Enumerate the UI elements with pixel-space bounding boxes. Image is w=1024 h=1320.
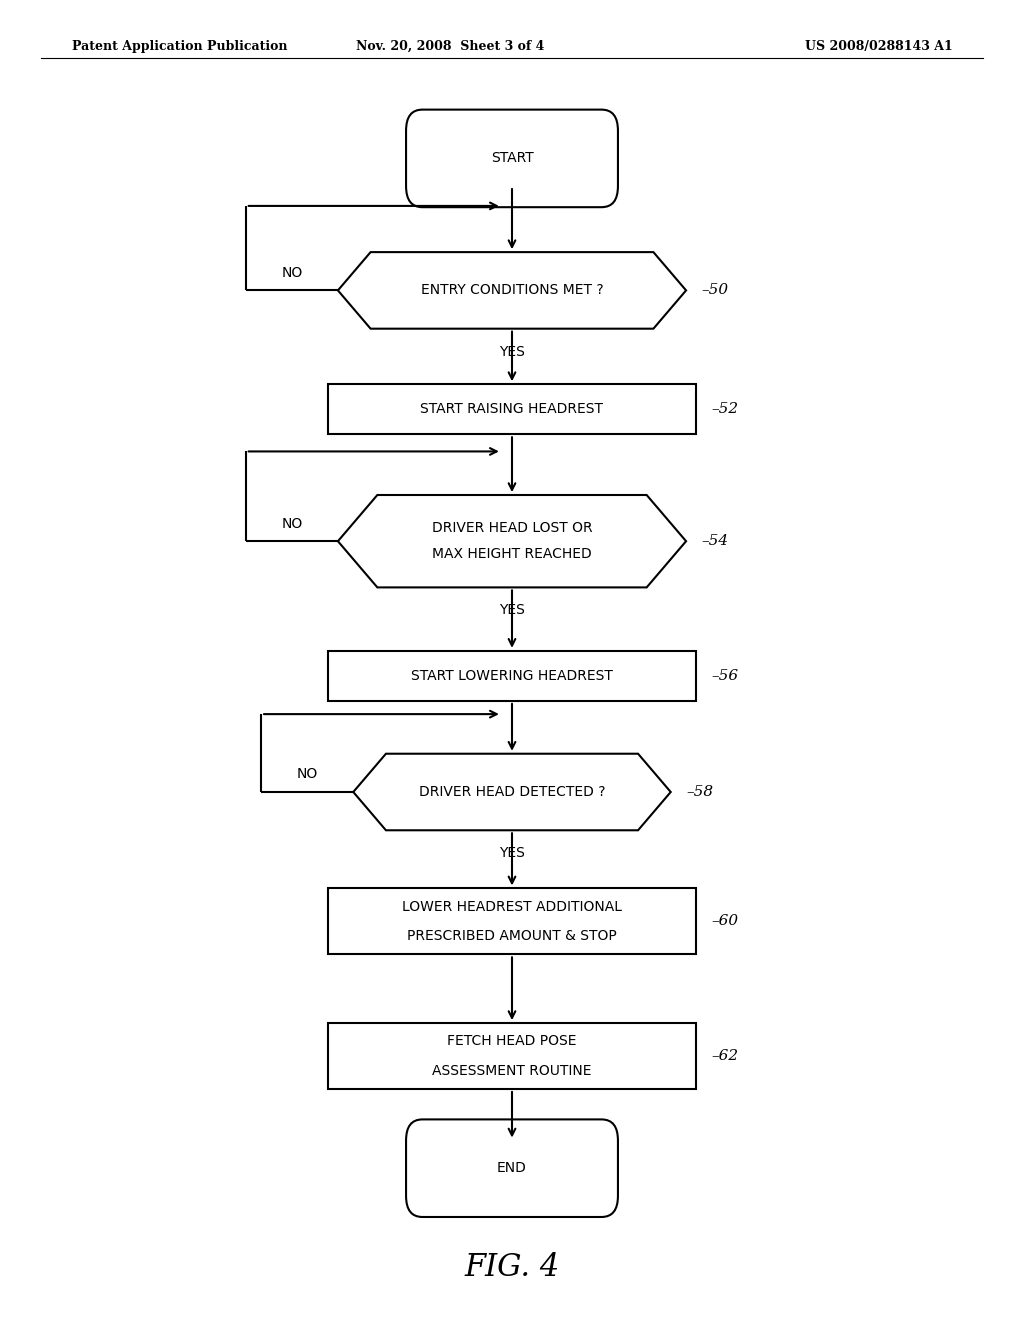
Text: NO: NO xyxy=(282,516,302,531)
Bar xyxy=(328,1023,696,1089)
Text: END: END xyxy=(497,1162,527,1175)
Text: –60: –60 xyxy=(712,915,738,928)
Text: FETCH HEAD POSE: FETCH HEAD POSE xyxy=(447,1035,577,1048)
Polygon shape xyxy=(353,754,671,830)
Text: FIG. 4: FIG. 4 xyxy=(464,1251,560,1283)
Text: –56: –56 xyxy=(712,669,738,682)
Text: DRIVER HEAD LOST OR: DRIVER HEAD LOST OR xyxy=(432,521,592,536)
Polygon shape xyxy=(338,252,686,329)
Text: –62: –62 xyxy=(712,1049,738,1063)
Text: –54: –54 xyxy=(701,535,728,548)
Text: START: START xyxy=(490,152,534,165)
Text: US 2008/0288143 A1: US 2008/0288143 A1 xyxy=(805,40,952,53)
Text: MAX HEIGHT REACHED: MAX HEIGHT REACHED xyxy=(432,546,592,561)
Text: LOWER HEADREST ADDITIONAL: LOWER HEADREST ADDITIONAL xyxy=(402,900,622,913)
Text: Nov. 20, 2008  Sheet 3 of 4: Nov. 20, 2008 Sheet 3 of 4 xyxy=(356,40,545,53)
Bar xyxy=(328,384,696,434)
Bar xyxy=(328,888,696,954)
Text: ASSESSMENT ROUTINE: ASSESSMENT ROUTINE xyxy=(432,1064,592,1077)
Text: START LOWERING HEADREST: START LOWERING HEADREST xyxy=(411,669,613,682)
Text: YES: YES xyxy=(499,846,525,861)
Text: –50: –50 xyxy=(701,284,728,297)
Text: NO: NO xyxy=(297,767,317,781)
FancyBboxPatch shape xyxy=(407,1119,617,1217)
Text: PRESCRIBED AMOUNT & STOP: PRESCRIBED AMOUNT & STOP xyxy=(408,929,616,942)
Text: Patent Application Publication: Patent Application Publication xyxy=(72,40,287,53)
Text: –52: –52 xyxy=(712,403,738,416)
Text: –58: –58 xyxy=(686,785,713,799)
Text: NO: NO xyxy=(282,265,302,280)
Text: DRIVER HEAD DETECTED ?: DRIVER HEAD DETECTED ? xyxy=(419,785,605,799)
Bar xyxy=(328,651,696,701)
FancyBboxPatch shape xyxy=(407,110,617,207)
Text: YES: YES xyxy=(499,603,525,618)
Text: ENTRY CONDITIONS MET ?: ENTRY CONDITIONS MET ? xyxy=(421,284,603,297)
Text: START RAISING HEADREST: START RAISING HEADREST xyxy=(421,403,603,416)
Text: YES: YES xyxy=(499,345,525,359)
Polygon shape xyxy=(338,495,686,587)
